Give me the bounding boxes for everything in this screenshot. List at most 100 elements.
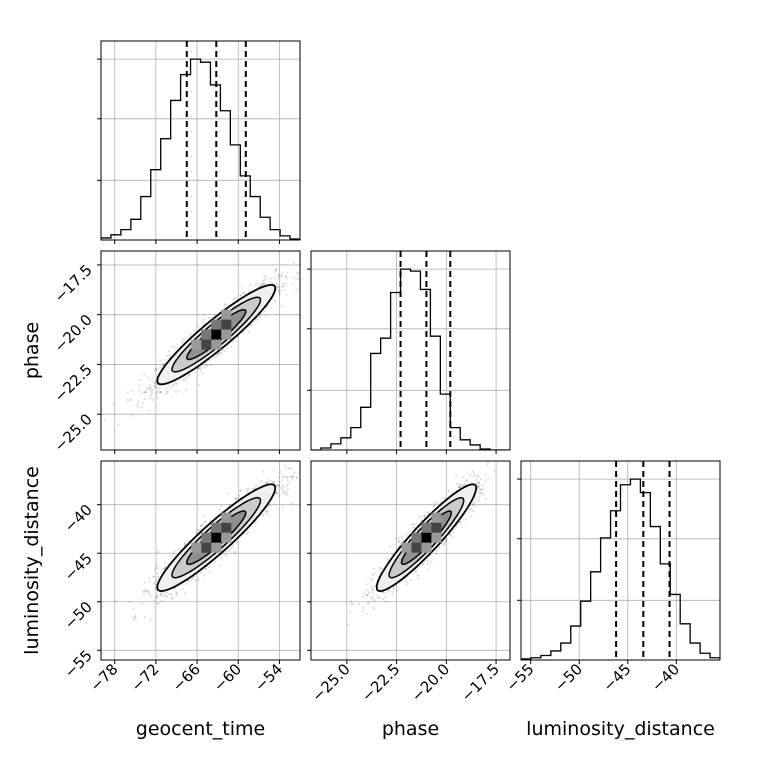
sample-point	[159, 359, 162, 362]
sample-point	[137, 402, 140, 406]
sample-point	[484, 480, 487, 483]
sample-point	[184, 592, 187, 595]
density-cell	[201, 532, 212, 543]
sample-point	[477, 485, 481, 488]
sample-point	[380, 567, 384, 570]
sample-point	[285, 491, 288, 494]
x-tick-label: −78	[86, 660, 121, 695]
sample-point	[254, 283, 257, 286]
sample-point	[218, 508, 221, 511]
sample-point	[361, 606, 364, 609]
sample-point	[156, 550, 159, 553]
sample-point	[159, 366, 162, 369]
sample-point	[159, 593, 162, 597]
sample-point	[163, 561, 166, 564]
y-axis-label: luminosity_distance	[21, 466, 43, 655]
sample-point	[130, 616, 134, 619]
sample-point	[153, 385, 156, 388]
sample-point	[267, 478, 270, 482]
sample-point	[238, 494, 241, 497]
sample-point	[198, 383, 201, 386]
sample-point	[287, 466, 291, 470]
sample-point	[184, 376, 188, 379]
sample-point	[151, 391, 154, 394]
sample-point	[458, 485, 461, 488]
density-cell	[201, 542, 212, 553]
sample-point	[277, 484, 280, 487]
sample-point	[422, 563, 425, 566]
sample-point	[370, 585, 373, 588]
sample-point	[166, 390, 170, 393]
sample-point	[252, 488, 255, 491]
sample-point	[472, 509, 475, 512]
sample-point	[265, 481, 268, 484]
sample-point	[308, 253, 310, 255]
sample-point	[284, 464, 287, 468]
sample-point	[369, 596, 372, 599]
sample-point	[275, 282, 278, 286]
sample-point	[514, 445, 516, 447]
sample-point	[139, 406, 143, 409]
sample-point	[137, 384, 141, 387]
sample-point	[173, 550, 176, 553]
sample-point	[286, 271, 289, 274]
sample-point	[273, 276, 276, 279]
sample-point	[378, 597, 381, 600]
sample-point	[278, 289, 281, 293]
sample-point	[277, 475, 280, 479]
sample-point	[241, 331, 245, 334]
sample-point	[435, 549, 438, 552]
sample-point	[295, 476, 299, 479]
sample-point	[177, 389, 180, 392]
sample-point	[264, 314, 267, 317]
sample-point	[156, 390, 159, 394]
density-cell	[221, 329, 232, 340]
sample-point	[220, 505, 223, 508]
sample-point	[149, 389, 152, 392]
sample-point	[297, 278, 300, 281]
sample-point	[227, 549, 230, 552]
sample-point	[365, 593, 368, 596]
sample-point	[243, 291, 246, 294]
sample-point	[142, 401, 145, 404]
sample-point	[182, 379, 185, 382]
sample-point	[236, 497, 239, 500]
sample-point	[228, 503, 231, 507]
sample-point	[219, 351, 222, 354]
sample-point	[409, 578, 412, 582]
sample-point	[465, 479, 468, 483]
x-tick-label: −60	[210, 660, 245, 695]
sample-point	[370, 579, 373, 582]
sample-point	[200, 367, 203, 370]
sample-point	[281, 285, 284, 288]
sample-point	[142, 373, 146, 376]
sample-point	[155, 595, 159, 598]
sample-point	[265, 481, 268, 484]
sample-point	[171, 344, 174, 348]
sample-point	[117, 423, 120, 427]
sample-point	[277, 289, 280, 292]
sample-point	[290, 475, 293, 478]
x-tick-label: −66	[169, 660, 204, 695]
sample-point	[149, 618, 152, 621]
sample-point	[392, 592, 395, 595]
sample-point	[126, 391, 129, 394]
sample-point	[387, 590, 390, 593]
sample-point	[262, 280, 265, 283]
sample-point	[148, 580, 151, 584]
sample-point	[231, 546, 235, 549]
sample-point	[153, 368, 156, 371]
sample-point	[165, 595, 168, 598]
sample-point	[171, 596, 174, 599]
sample-point	[367, 602, 370, 605]
sample-point	[241, 291, 244, 294]
y-tick-label: −40	[61, 501, 96, 536]
sample-point	[158, 387, 161, 390]
sample-point	[236, 541, 239, 544]
sample-point	[285, 458, 287, 460]
sample-point	[262, 282, 265, 285]
sample-point	[175, 593, 178, 596]
sample-point	[280, 479, 283, 482]
